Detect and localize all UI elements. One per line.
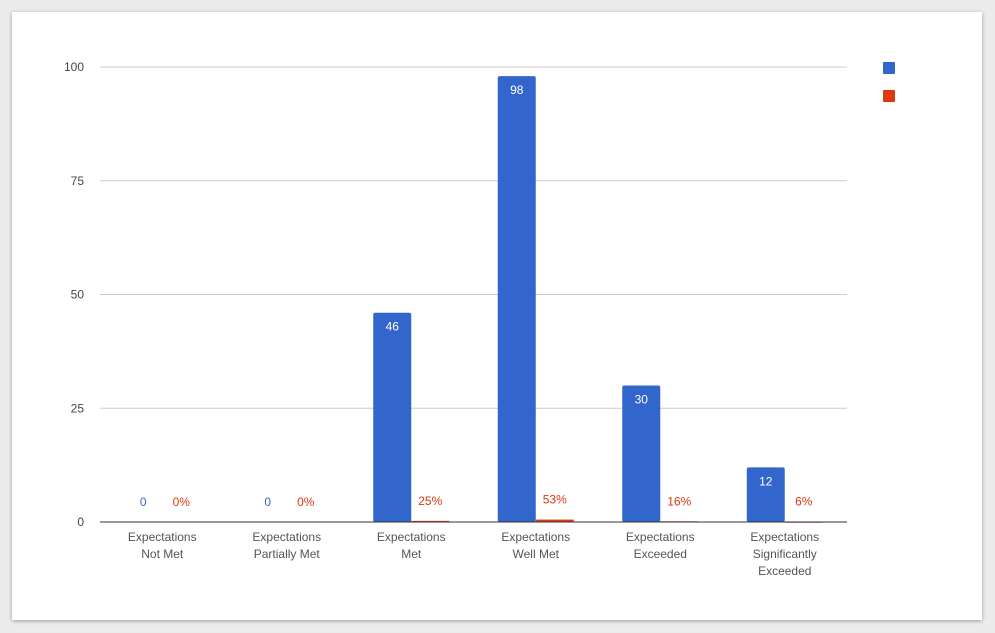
data-label-series-2: 16% [667, 494, 691, 508]
data-label-series-1: 98 [510, 83, 524, 97]
data-label-series-1: 0 [140, 495, 147, 509]
y-tick-label: 75 [71, 174, 85, 188]
x-category-label: Expectations Met [377, 530, 446, 561]
legend [883, 62, 895, 102]
chart-card: 0 25 50 75 100 0 0% 0 0% 46 25% 98 53% 30 16% 12 6% Exp… [12, 12, 982, 620]
data-label-series-2: 25% [418, 494, 442, 508]
bar-series-1 [497, 76, 536, 522]
x-category-label: Expectations Not Met [128, 530, 197, 561]
x-category-label: Expectations Well Met [501, 530, 570, 561]
x-category-label: Expectations Partially Met [252, 530, 321, 561]
bar-series-2 [535, 519, 574, 522]
data-labels: 0 0% 0 0% 46 25% 98 53% 30 16% 12 6% [140, 83, 813, 509]
x-axis: Expectations Not Met Expectations Partially… [100, 521, 847, 578]
bar-series-1 [746, 467, 785, 522]
bar-series-2 [411, 520, 450, 522]
data-label-series-2: 53% [543, 493, 567, 507]
data-label-series-1: 0 [264, 495, 271, 509]
y-axis: 0 25 50 75 100 [64, 60, 84, 529]
data-label-series-1: 30 [635, 393, 649, 407]
bars [373, 76, 823, 523]
y-tick-label: 50 [71, 288, 85, 302]
legend-swatch [883, 62, 895, 74]
y-tick-label: 25 [71, 401, 85, 415]
data-label-series-1: 12 [759, 474, 773, 488]
data-label-series-2: 6% [795, 495, 813, 509]
x-category-label: Expectations Exceeded [626, 530, 695, 561]
bar-series-1 [622, 385, 661, 522]
data-label-series-2: 0% [297, 495, 315, 509]
bar-series-1 [373, 312, 412, 522]
data-label-series-2: 0% [173, 495, 191, 509]
y-tick-label: 100 [64, 60, 84, 74]
bar-chart: 0 25 50 75 100 0 0% 0 0% 46 25% 98 53% 30 16% 12 6% Exp… [64, 60, 895, 578]
y-tick-label: 0 [77, 515, 84, 529]
data-label-series-1: 46 [386, 320, 400, 334]
gridlines [100, 66, 847, 409]
legend-swatch [883, 90, 895, 102]
x-category-label: Expectations Significantly Exceeded [750, 530, 819, 578]
